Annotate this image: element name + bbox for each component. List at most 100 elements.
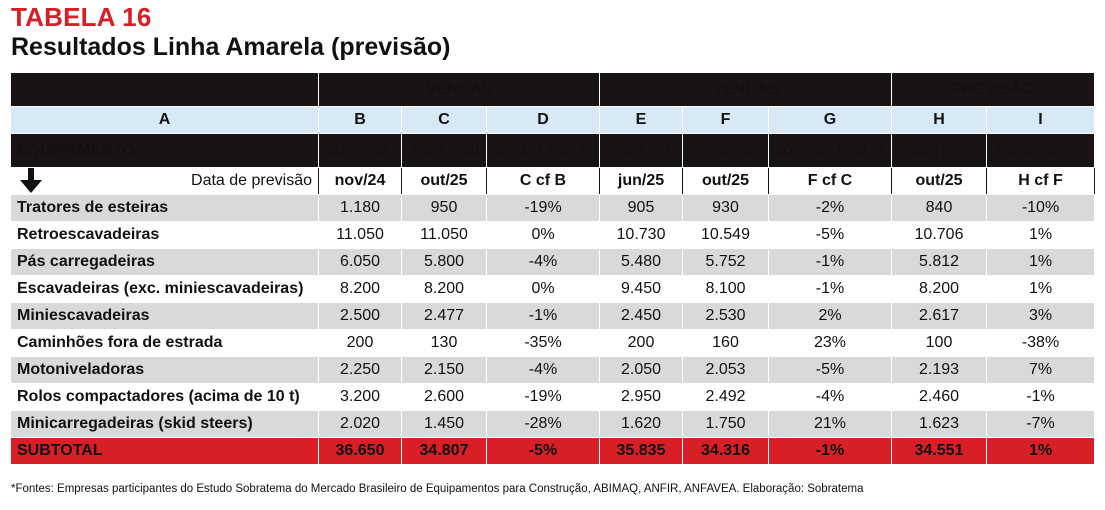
value-cell: -4% — [486, 248, 600, 276]
value-cell: 1% — [986, 221, 1095, 249]
subtotal-label: SUBTOTAL — [10, 437, 319, 465]
value-cell: -4% — [768, 383, 892, 411]
value-cell: 5.480 — [599, 248, 683, 276]
forecast-date-d: C cf B — [486, 167, 600, 195]
table-row: Caminhões fora de estrada 200 130 -35% 200 16… — [10, 329, 1095, 357]
value-cell: 1% — [986, 275, 1095, 303]
group-header-row: VENDAS VENDAS PREVISÃO — [10, 72, 1095, 107]
value-cell: 1% — [986, 248, 1095, 276]
value-cell: 11.050 — [318, 221, 402, 249]
value-cell: 2.530 — [682, 302, 769, 330]
value-cell: -19% — [486, 194, 600, 222]
value-cell: 200 — [599, 329, 683, 357]
table-row: Tratores de esteiras 1.180 950 -19% 905 930 -2… — [10, 194, 1095, 222]
value-cell: 905 — [599, 194, 683, 222]
value-cell: -4% — [486, 356, 600, 384]
value-cell: 1.623 — [891, 410, 987, 438]
subtotal-value: -1% — [768, 437, 892, 465]
value-cell: 200 — [318, 329, 402, 357]
column-header-c: 2024 final — [401, 133, 487, 168]
letter-h: H — [891, 106, 987, 134]
letter-row: A B C D E F G H I — [10, 106, 1095, 134]
value-cell: 2.617 — [891, 302, 987, 330]
value-cell: 1.450 — [401, 410, 487, 438]
letter-d: D — [486, 106, 600, 134]
group-header-vendas-2025: VENDAS — [599, 72, 892, 107]
value-cell: 5.752 — [682, 248, 769, 276]
column-header-row: EQUIPAMENTO 2024 est. 2024 final Δ 2024 … — [10, 133, 1095, 168]
group-header-blank — [10, 72, 319, 107]
column-header-equipamento: EQUIPAMENTO — [10, 133, 319, 168]
value-cell: 2.193 — [891, 356, 987, 384]
down-arrow-icon — [20, 168, 42, 193]
group-header-previsao: PREVISÃO — [891, 72, 1095, 107]
value-cell: 2.250 — [318, 356, 402, 384]
value-cell: -2% — [768, 194, 892, 222]
value-cell: 3.200 — [318, 383, 402, 411]
table-row: Motoniveladoras 2.250 2.150 -4% 2.050 2.053 -5… — [10, 356, 1095, 384]
forecast-date-label: Data de previsão — [191, 172, 312, 189]
value-cell: -1% — [486, 302, 600, 330]
value-cell: 10.730 — [599, 221, 683, 249]
value-cell: 2.460 — [891, 383, 987, 411]
value-cell: -35% — [486, 329, 600, 357]
letter-b: B — [318, 106, 402, 134]
equipment-name-cell: Rolos compactadores (acima de 10 t) — [10, 383, 319, 411]
value-cell: 21% — [768, 410, 892, 438]
forecast-date-c: out/25 — [401, 167, 487, 195]
value-cell: 6.050 — [318, 248, 402, 276]
value-cell: -38% — [986, 329, 1095, 357]
footnote: *Fontes: Empresas participantes do Estud… — [11, 483, 864, 495]
value-cell: 5.800 — [401, 248, 487, 276]
equipment-name-cell: Pás carregadeiras — [10, 248, 319, 276]
value-cell: 2.477 — [401, 302, 487, 330]
value-cell: -28% — [486, 410, 600, 438]
value-cell: 2.050 — [599, 356, 683, 384]
column-header-f: 2025 est. — [682, 133, 769, 168]
value-cell: 3% — [986, 302, 1095, 330]
column-header-h: 2026 prev. — [891, 133, 987, 168]
value-cell: -7% — [986, 410, 1095, 438]
value-cell: 8.100 — [682, 275, 769, 303]
value-cell: 7% — [986, 356, 1095, 384]
value-cell: 11.050 — [401, 221, 487, 249]
value-cell: 100 — [891, 329, 987, 357]
column-header-i: 2026/2025 % — [986, 133, 1095, 168]
value-cell: 130 — [401, 329, 487, 357]
subtotal-value: 34.807 — [401, 437, 487, 465]
value-cell: 8.200 — [401, 275, 487, 303]
value-cell: -1% — [986, 383, 1095, 411]
value-cell: 1.620 — [599, 410, 683, 438]
value-cell: 1.750 — [682, 410, 769, 438]
value-cell: 23% — [768, 329, 892, 357]
value-cell: 5.812 — [891, 248, 987, 276]
value-cell: -1% — [768, 275, 892, 303]
value-cell: 2.500 — [318, 302, 402, 330]
value-cell: 10.706 — [891, 221, 987, 249]
column-header-g: 2025/24 final % — [768, 133, 892, 168]
equipment-name-cell: Tratores de esteiras — [10, 194, 319, 222]
table-row: Rolos compactadores (acima de 10 t) 3.200… — [10, 383, 1095, 411]
table-row: Miniescavadeiras 2.500 2.477 -1% 2.450 2.530 2… — [10, 302, 1095, 330]
subtotal-value: -5% — [486, 437, 600, 465]
value-cell: 2.600 — [401, 383, 487, 411]
table-row: Retroescavadeiras 11.050 11.050 0% 10.730 10.… — [10, 221, 1095, 249]
forecast-date-h: out/25 — [891, 167, 987, 195]
subtotal-value: 1% — [986, 437, 1095, 465]
value-cell: 930 — [682, 194, 769, 222]
value-cell: -10% — [986, 194, 1095, 222]
equipment-name-cell: Miniescavadeiras — [10, 302, 319, 330]
value-cell: 1.180 — [318, 194, 402, 222]
subtotal-value: 36.650 — [318, 437, 402, 465]
forecast-date-i: H cf F — [986, 167, 1095, 195]
group-header-vendas-2024: VENDAS — [318, 72, 600, 107]
results-table: VENDAS VENDAS PREVISÃO A B C D E F G H I… — [10, 72, 1095, 465]
equipment-name-cell: Motoniveladoras — [10, 356, 319, 384]
subtotal-row: SUBTOTAL 36.650 34.807 -5% 35.835 34.316 -1% 34… — [10, 437, 1095, 465]
forecast-date-label-cell: Data de previsão — [10, 167, 319, 195]
value-cell: 8.200 — [318, 275, 402, 303]
value-cell: 2.020 — [318, 410, 402, 438]
value-cell: -5% — [768, 356, 892, 384]
column-header-d: Δ 2024 est. % — [486, 133, 600, 168]
value-cell: 2% — [768, 302, 892, 330]
